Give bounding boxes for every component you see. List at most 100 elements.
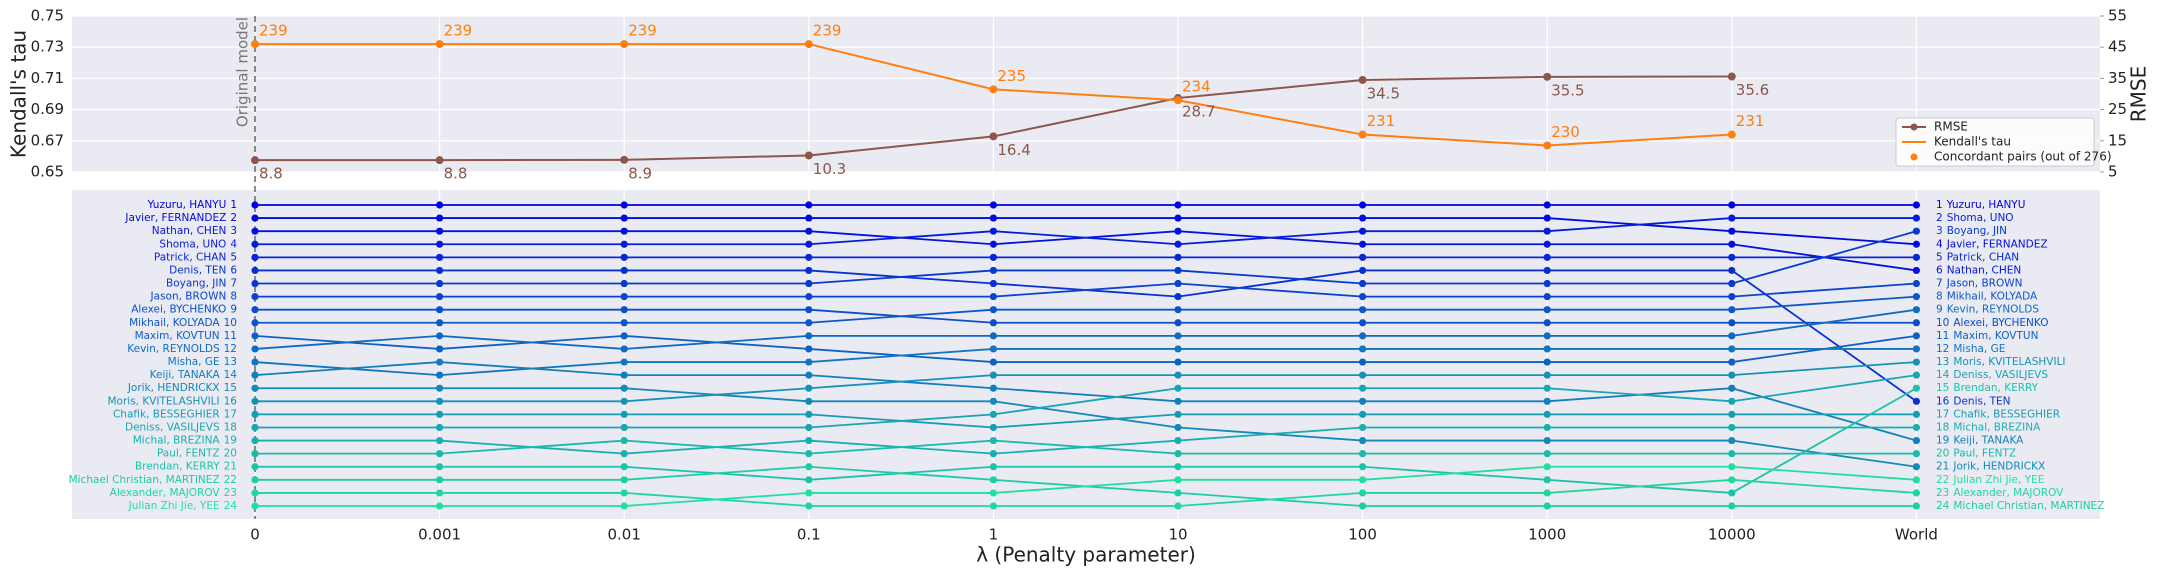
point <box>805 332 813 340</box>
rank: 22 <box>224 474 237 486</box>
point <box>435 40 444 49</box>
x-tick-label: 10000 <box>1708 526 1756 544</box>
point <box>1174 384 1182 392</box>
x-tick-label: 0.1 <box>797 526 821 544</box>
point <box>620 240 628 248</box>
left-label: Denis, TEN 6 <box>169 264 237 276</box>
point <box>805 423 813 432</box>
point <box>1358 130 1367 139</box>
rank: 9 <box>1936 304 1943 316</box>
point <box>1174 423 1182 432</box>
point <box>1543 332 1551 340</box>
point <box>805 384 813 392</box>
point <box>1543 240 1551 248</box>
point <box>251 489 259 497</box>
data-label: 10.3 <box>813 160 846 178</box>
point <box>620 450 628 458</box>
point <box>1543 371 1551 379</box>
rank: 20 <box>224 448 237 460</box>
name: Chafik, BESSEGHIER <box>113 408 220 420</box>
point <box>989 266 998 275</box>
point <box>620 371 628 379</box>
point <box>436 436 444 445</box>
point <box>1358 75 1367 84</box>
point <box>620 306 628 314</box>
point <box>1174 463 1182 471</box>
x-tick-label: 100 <box>1348 526 1377 544</box>
point <box>1912 227 1920 235</box>
point <box>1543 227 1551 235</box>
point <box>620 502 628 510</box>
point <box>805 436 813 445</box>
point <box>1174 436 1182 445</box>
legend-box <box>1895 117 2095 167</box>
left-label: Julian Zhi Jie, YEE 24 <box>128 500 238 512</box>
right-label: 16 Denis, TEN <box>1936 395 2011 407</box>
rank: 18 <box>1936 421 1949 433</box>
point <box>989 85 998 94</box>
point <box>620 201 628 209</box>
annotation: Original model <box>234 17 252 127</box>
rank: 20 <box>1936 448 1949 460</box>
point <box>989 502 998 510</box>
name: Moris, KVITELASHVILI <box>107 395 219 407</box>
data-label: 34.5 <box>1367 84 1400 102</box>
y2-tick-label: 5 <box>2108 163 2118 181</box>
point <box>251 358 259 366</box>
point <box>251 266 259 275</box>
point <box>989 489 998 497</box>
point <box>1359 358 1367 366</box>
data-label: 35.5 <box>1551 81 1584 99</box>
rank: 4 <box>1936 238 1943 250</box>
point <box>989 240 998 248</box>
legend-swatch <box>1910 153 1918 161</box>
point <box>989 253 998 261</box>
point <box>1912 345 1920 353</box>
point <box>805 266 813 275</box>
point <box>436 214 444 222</box>
rank: 12 <box>1936 343 1949 355</box>
right-label: 9 Kevin, REYNOLDS <box>1936 304 2039 316</box>
right-label: 6 Nathan, CHEN <box>1936 264 2021 276</box>
point <box>436 450 444 458</box>
x-tick-label: 0 <box>250 526 260 544</box>
rank: 18 <box>224 421 237 433</box>
line <box>255 413 1917 429</box>
name: Mikhail, KOLYADA <box>129 317 220 329</box>
rank: 11 <box>224 330 237 342</box>
point <box>1912 332 1920 340</box>
line <box>255 230 1917 285</box>
point <box>251 397 259 405</box>
right-label: 10 Alexei, BYCHENKO <box>1936 317 2048 329</box>
name: Brendan, KERRY <box>135 461 220 473</box>
y-tick-label: 0.75 <box>31 7 64 25</box>
point <box>1174 358 1182 366</box>
point <box>989 201 998 209</box>
name: Michael Christian, MARTINEZ <box>1953 500 2104 512</box>
point <box>1728 293 1736 301</box>
name: Paul, FENTZ <box>157 448 220 460</box>
point <box>1359 463 1367 471</box>
rank: 24 <box>224 500 238 512</box>
point <box>1727 72 1736 81</box>
right-label: 1 Yuzuru, HANYU <box>1936 199 2025 211</box>
data-label: 28.7 <box>1182 103 1215 121</box>
point <box>1912 410 1920 418</box>
point <box>251 40 259 49</box>
point <box>251 201 259 209</box>
rank: 13 <box>1936 356 1949 368</box>
point <box>436 240 444 248</box>
point <box>1728 410 1736 418</box>
point <box>989 306 998 314</box>
name: Boyang, JIN <box>166 278 226 290</box>
point <box>1728 436 1736 445</box>
point <box>989 293 998 301</box>
left-label: Alexander, MAJOROV 23 <box>110 487 237 499</box>
left-label: Paul, FENTZ 20 <box>157 448 237 460</box>
point <box>1174 253 1182 261</box>
point <box>1174 279 1182 288</box>
point <box>989 410 998 418</box>
point <box>1543 72 1552 81</box>
left-label: Yuzuru, HANYU 1 <box>147 199 237 211</box>
rank: 23 <box>224 487 237 499</box>
